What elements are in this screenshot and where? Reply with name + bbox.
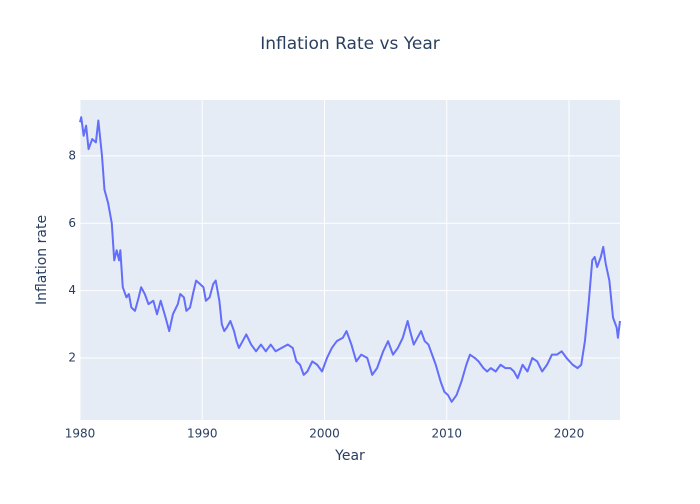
y-tick-label: 8 [68, 148, 76, 162]
x-axis-title: Year [334, 448, 365, 464]
x-tick-label: 2000 [309, 427, 340, 441]
chart-title: Inflation Rate vs Year [260, 34, 440, 54]
y-tick-label: 6 [68, 216, 76, 230]
plot-area [80, 100, 620, 420]
x-tick-label: 1990 [187, 427, 218, 441]
y-tick-label: 4 [68, 283, 76, 297]
line-series [79, 116, 621, 403]
y-axis-title: Inflation rate [34, 215, 50, 305]
y-tick-label: 2 [68, 351, 76, 365]
x-tick-label: 1980 [65, 427, 96, 441]
x-tick-label: 2020 [554, 427, 585, 441]
x-tick-label: 2010 [431, 427, 462, 441]
